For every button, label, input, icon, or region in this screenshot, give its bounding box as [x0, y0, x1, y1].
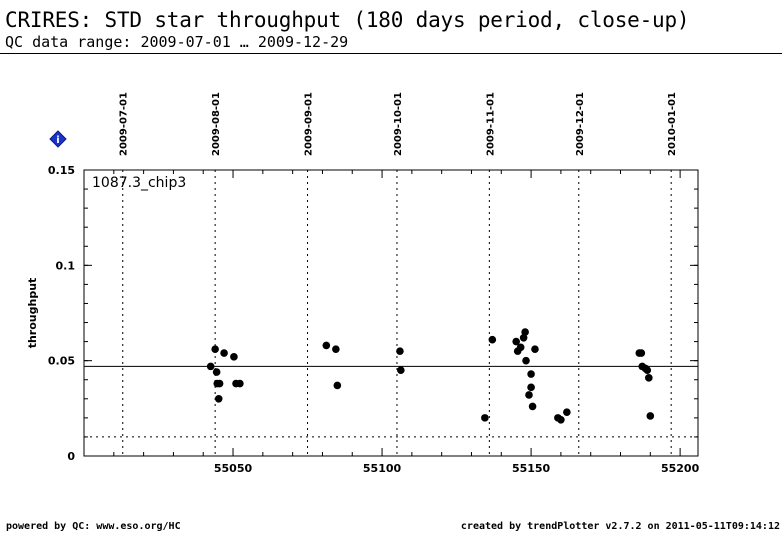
- data-point: [481, 414, 489, 422]
- info-diamond-shape: [49, 130, 67, 148]
- y-tick-label: 0.15: [48, 164, 75, 177]
- info-letter: i: [56, 135, 59, 146]
- plot-frame: [83, 169, 699, 457]
- x-tick-label: 55150: [512, 462, 551, 475]
- data-point: [512, 337, 520, 346]
- data-point: [527, 370, 535, 378]
- panel-label: 1087.3_chip3: [92, 175, 186, 191]
- data-point: [637, 349, 646, 357]
- data-point: [212, 368, 221, 376]
- date-marker-label: 2010-01-01: [667, 92, 678, 156]
- date-marker-label: 2009-11-01: [485, 92, 496, 156]
- date-marker-label: 2009-08-01: [211, 92, 222, 156]
- x-tick-label: 55100: [363, 462, 402, 475]
- date-marker-label: 2009-12-01: [575, 92, 586, 156]
- data-point: [519, 333, 528, 342]
- data-point: [516, 343, 525, 352]
- data-point: [528, 402, 537, 411]
- date-marker-label: 2009-10-01: [393, 92, 404, 156]
- data-point: [230, 353, 238, 361]
- y-tick-label: 0.05: [48, 355, 75, 368]
- info-diamond-icon[interactable]: i: [49, 130, 67, 148]
- page-title: CRIRES: STD star throughput (180 days pe…: [5, 8, 690, 32]
- footer-powered-by: powered by QC: www.eso.org/HC: [6, 521, 181, 532]
- data-point: [396, 347, 404, 355]
- y-tick-label: 0: [67, 450, 75, 463]
- date-marker-label: 2009-07-01: [119, 92, 130, 156]
- data-point: [563, 408, 571, 416]
- x-tick-label: 55050: [214, 462, 253, 475]
- data-point: [220, 349, 228, 357]
- y-tick-label: 0.1: [56, 259, 76, 272]
- data-point: [488, 335, 497, 344]
- data-point: [211, 345, 219, 354]
- data-point: [322, 341, 331, 350]
- data-point: [333, 381, 342, 390]
- date-marker-label: 2009-09-01: [304, 92, 315, 156]
- page-subtitle: QC data range: 2009-07-01 … 2009-12-29: [5, 33, 349, 51]
- data-point: [522, 356, 530, 365]
- data-point: [214, 395, 223, 403]
- data-point: [645, 374, 653, 382]
- data-point: [643, 366, 652, 375]
- data-point: [525, 391, 533, 399]
- data-point: [236, 379, 244, 388]
- footer-created-by: created by trendPlotter v2.7.2 on 2011-0…: [460, 521, 780, 532]
- data-point: [332, 345, 340, 354]
- data-point: [557, 415, 565, 424]
- data-point: [206, 362, 215, 371]
- data-point: [527, 383, 535, 392]
- data-point: [215, 379, 224, 388]
- data-point: [397, 366, 405, 375]
- x-tick-label: 55200: [661, 462, 700, 475]
- data-point: [646, 412, 655, 420]
- data-point: [531, 345, 539, 354]
- y-axis-label: throughput: [26, 278, 39, 349]
- header-divider: [0, 53, 782, 54]
- data-point: [521, 328, 529, 336]
